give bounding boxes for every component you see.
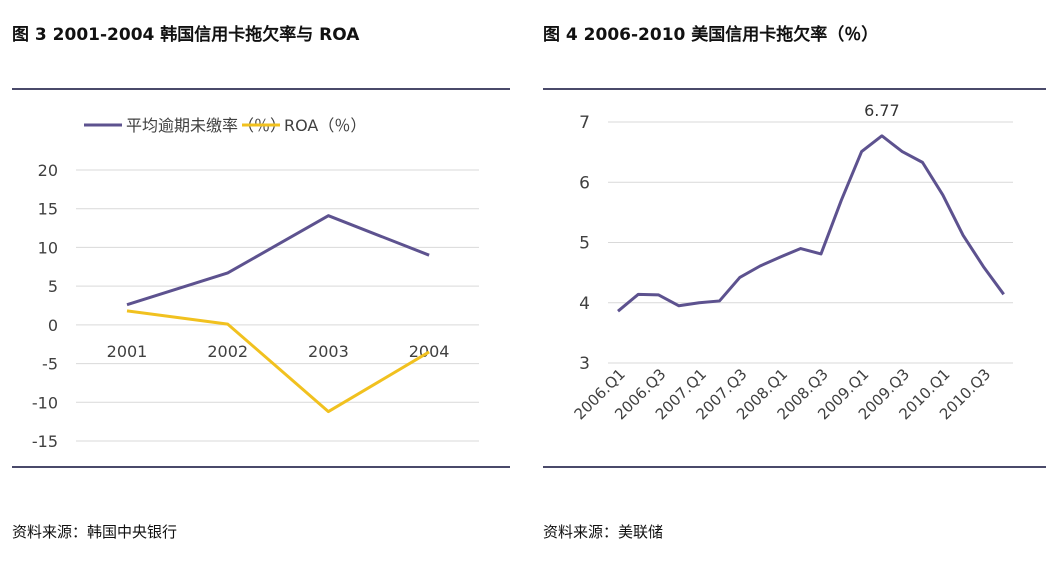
y-tick-label: 15 — [38, 200, 58, 219]
y-tick-label: 6 — [579, 173, 590, 193]
data-label: 6.77 — [864, 101, 900, 120]
y-tick-label: -10 — [32, 393, 58, 412]
y-tick-label: 0 — [48, 316, 58, 335]
left-figure-title: 图 3 2001-2004 韩国信用卡拖欠率与 ROA — [12, 25, 360, 45]
y-tick-label: 3 — [579, 354, 590, 374]
series-line — [617, 134, 1005, 313]
x-tick-label: 2001 — [107, 342, 148, 361]
x-tick-label: 2003 — [308, 342, 349, 361]
y-tick-label: 10 — [38, 238, 58, 257]
y-tick-label: 5 — [579, 234, 590, 254]
x-tick-label: 2004 — [409, 342, 450, 361]
y-tick-label: 20 — [38, 161, 58, 180]
y-tick-label: -15 — [32, 432, 58, 451]
x-tick-label: 2002 — [207, 342, 248, 361]
right-top-rule — [543, 88, 1046, 90]
right-source: 资料来源：美联储 — [543, 523, 664, 541]
right-bottom-rule — [543, 466, 1046, 468]
y-tick-label: 4 — [579, 294, 590, 314]
series-line-roa — [126, 309, 430, 414]
left-bottom-rule — [12, 466, 510, 468]
left-source: 资料来源：韩国中央银行 — [12, 523, 178, 541]
y-tick-label: -5 — [42, 355, 58, 374]
legend-label: ROA（％） — [284, 116, 366, 135]
y-tick-label: 5 — [48, 277, 58, 296]
legend-label: 平均逾期未缴率（％） — [126, 116, 286, 135]
series-line-delinquency — [126, 214, 430, 307]
y-tick-label: 7 — [579, 113, 590, 133]
right-figure-title: 图 4 2006-2010 美国信用卡拖欠率（％） — [543, 25, 879, 45]
left-top-rule — [12, 88, 510, 90]
